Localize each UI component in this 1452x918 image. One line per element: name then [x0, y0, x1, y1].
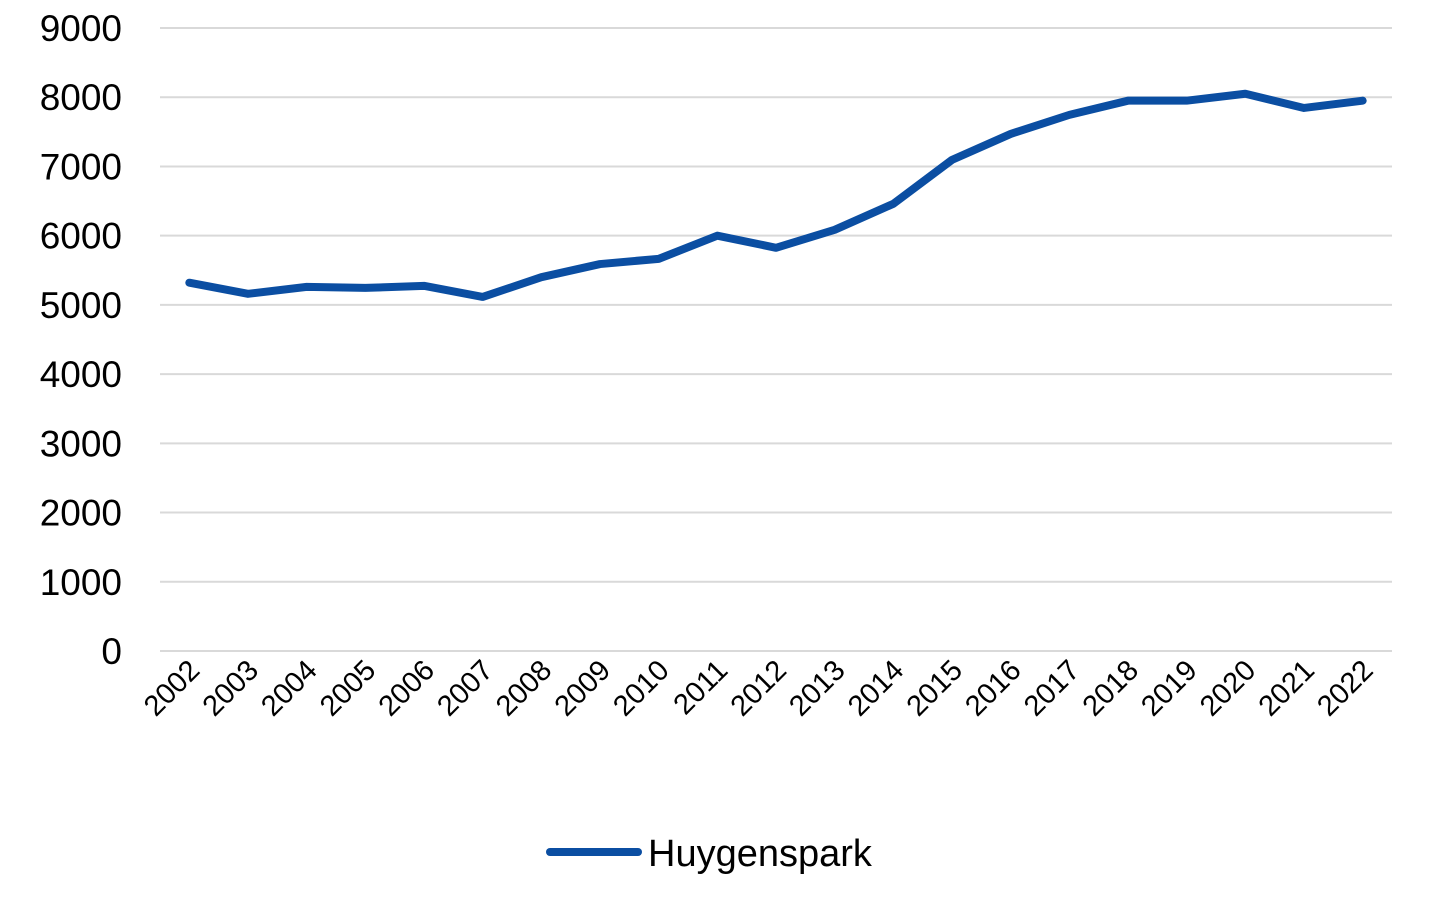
y-tick-label: 1000 [40, 562, 122, 603]
y-tick-label: 5000 [40, 285, 122, 326]
x-tick-label: 2013 [783, 654, 851, 722]
x-tick-label: 2010 [607, 654, 675, 722]
y-tick-label: 3000 [40, 423, 122, 464]
x-tick-label: 2011 [668, 654, 735, 721]
x-tick-label: 2015 [901, 654, 969, 722]
y-tick-label: 4000 [40, 354, 122, 395]
x-tick-label: 2020 [1194, 654, 1262, 722]
x-tick-label: 2008 [490, 654, 558, 722]
x-tick-label: 2022 [1311, 654, 1379, 722]
line [185, 89, 1367, 301]
x-tick-label: 2012 [725, 654, 793, 722]
y-tick-label: 7000 [40, 146, 122, 187]
y-tick-label: 0 [101, 631, 122, 672]
x-tick-label: 2003 [197, 654, 265, 722]
y-tick-label: 6000 [40, 216, 122, 257]
legend-label: Huygenspark [648, 833, 873, 875]
y-tick-label: 9000 [40, 8, 122, 49]
x-tick-label: 2005 [314, 654, 382, 722]
y-tick-label: 8000 [40, 77, 122, 118]
x-tick-label: 2002 [138, 654, 206, 722]
x-tick-label: 2018 [1077, 654, 1145, 722]
x-tick-label: 2019 [1135, 654, 1203, 722]
x-tick-label: 2009 [549, 654, 617, 722]
x-tick-label: 2004 [255, 654, 323, 722]
x-tick-label: 2017 [1018, 654, 1086, 722]
x-tick-label: 2006 [373, 654, 441, 722]
x-tick-label: 2007 [431, 654, 499, 722]
x-tick-label: 2016 [959, 654, 1027, 722]
y-tick-label: 2000 [40, 493, 122, 534]
x-tick-label: 2014 [842, 654, 910, 722]
x-tick-label: 2021 [1253, 654, 1321, 722]
